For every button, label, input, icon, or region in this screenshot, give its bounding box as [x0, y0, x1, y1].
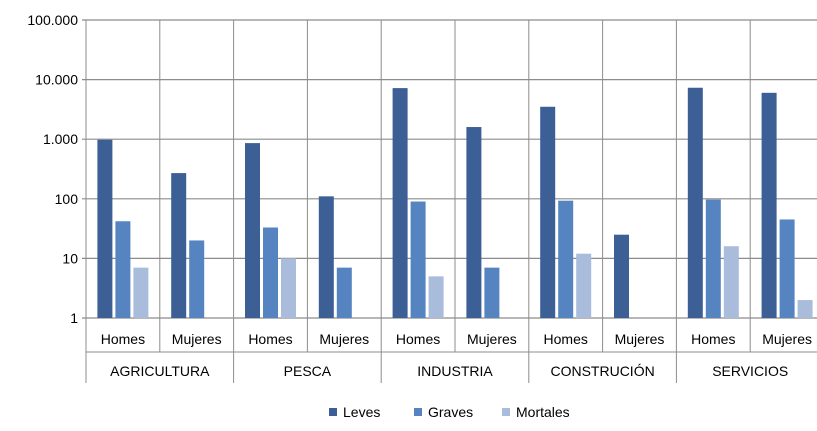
sector-label: AGRICULTURA: [110, 363, 210, 379]
legend-swatch: [329, 408, 337, 416]
bar-graves: [115, 221, 131, 318]
bar-mortales: [797, 300, 813, 318]
bar-graves: [558, 200, 574, 318]
x-tick-label: Homes: [544, 331, 588, 347]
bar-graves: [705, 199, 721, 318]
x-tick-label: Homes: [691, 331, 735, 347]
legend-label: Leves: [343, 404, 380, 420]
x-tick-label: Homes: [248, 331, 292, 347]
bar-leves: [540, 106, 556, 318]
x-tick-label: Mujeres: [615, 331, 665, 347]
bar-graves: [484, 267, 500, 318]
bar-mortales: [576, 253, 592, 318]
x-tick-label: Homes: [396, 331, 440, 347]
bar-leves: [97, 139, 113, 318]
bar-graves: [263, 227, 278, 318]
bar-graves: [336, 267, 352, 318]
x-tick-label: Homes: [101, 331, 145, 347]
bar-mortales: [428, 276, 444, 318]
legend-label: Mortales: [516, 404, 570, 420]
bar-leves: [761, 92, 777, 319]
x-tick-label: Mujeres: [762, 331, 812, 347]
bar-graves: [410, 201, 426, 318]
y-tick-label: 1.000: [43, 131, 78, 147]
y-tick-label: 100: [55, 191, 79, 207]
bar-mortales: [281, 258, 296, 318]
bar-graves: [189, 240, 205, 318]
bar-leves: [318, 196, 334, 318]
bar-leves: [171, 173, 187, 318]
sector-label: SERVICIOS: [712, 363, 788, 379]
bar-leves: [392, 88, 408, 318]
bar-leves: [687, 87, 703, 318]
sector-label: INDUSTRIA: [417, 363, 493, 379]
bar-leves: [614, 234, 629, 318]
bar-leves: [245, 143, 260, 318]
sector-label: CONSTRUCIÓN: [550, 363, 654, 379]
y-tick-label: 10: [62, 250, 78, 266]
x-tick-label: Mujeres: [172, 331, 222, 347]
legend-swatch: [502, 408, 510, 416]
bar-mortales: [133, 267, 149, 318]
bar-graves: [779, 219, 795, 318]
bar-leves: [466, 127, 482, 318]
y-tick-label: 100.000: [27, 12, 78, 28]
x-tick-label: Mujeres: [467, 331, 517, 347]
legend-swatch: [414, 408, 422, 416]
x-tick-label: Mujeres: [319, 331, 369, 347]
legend-label: Graves: [428, 404, 473, 420]
y-tick-label: 10.000: [35, 72, 78, 88]
sector-label: PESCA: [284, 363, 332, 379]
bar-mortales: [723, 246, 739, 318]
y-tick-label: 1: [70, 310, 78, 326]
